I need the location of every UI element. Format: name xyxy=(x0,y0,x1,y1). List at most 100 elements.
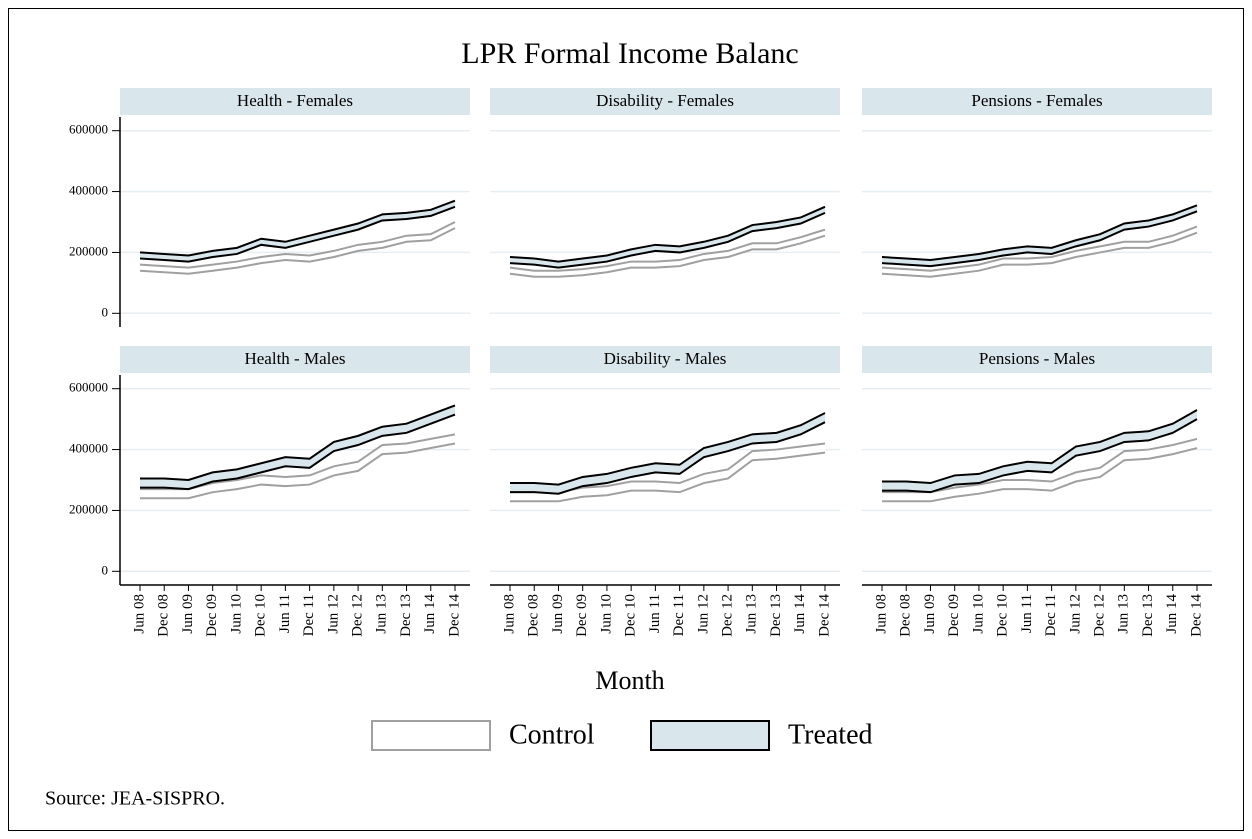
x-tick-label: Dec 08 xyxy=(526,594,542,637)
band-lower xyxy=(882,447,1198,503)
band-upper xyxy=(139,221,456,269)
y-tick-label: 0 xyxy=(102,562,109,577)
panel-title: Disability - Males xyxy=(604,349,727,368)
panel-header xyxy=(862,88,1212,115)
legend-swatch xyxy=(371,720,491,751)
panel-header xyxy=(120,88,470,115)
x-tick-label: Dec 14 xyxy=(816,594,832,637)
x-tick-label: Jun 14 xyxy=(422,594,438,634)
panel-title: Pensions - Females xyxy=(971,91,1102,110)
panel-title: Health - Males xyxy=(244,349,345,368)
x-tick-label: Dec 11 xyxy=(671,594,687,636)
panel-header xyxy=(490,346,840,373)
y-tick-label: 200000 xyxy=(69,243,108,258)
x-tick-label: Jun 10 xyxy=(228,594,244,634)
legend-swatch xyxy=(650,720,770,751)
x-tick-label: Jun 12 xyxy=(325,594,341,634)
x-tick-label: Jun 11 xyxy=(277,594,293,633)
x-tick-label: Dec 10 xyxy=(623,594,639,637)
x-tick-label: Dec 09 xyxy=(574,594,590,637)
band-area xyxy=(510,229,825,277)
x-tick-label: Jun 10 xyxy=(970,594,986,634)
band-area xyxy=(140,222,455,274)
band-lower xyxy=(140,442,456,500)
frame xyxy=(8,8,1244,831)
band-area xyxy=(882,205,1197,267)
x-tick-label: Jun 12 xyxy=(695,594,711,634)
y-tick-label: 600000 xyxy=(69,380,108,395)
band-upper xyxy=(510,412,826,486)
band-lower xyxy=(139,227,456,275)
y-tick-label: 400000 xyxy=(69,441,108,456)
source-note: Source: JEA-SISPRO. xyxy=(45,788,225,810)
band-area xyxy=(882,226,1197,277)
x-tick-label: Dec 09 xyxy=(204,594,220,637)
x-tick-label: Dec 13 xyxy=(1140,594,1156,637)
y-tick-label: 200000 xyxy=(69,501,108,516)
x-tick-label: Dec 12 xyxy=(350,594,366,637)
x-tick-label: Dec 12 xyxy=(720,594,736,637)
band-upper xyxy=(139,199,456,257)
x-tick-label: Jun 13 xyxy=(374,594,390,634)
x-tick-label: Jun 09 xyxy=(550,594,566,634)
panel-header xyxy=(490,88,840,115)
x-tick-label: Jun 11 xyxy=(1019,594,1035,633)
band-upper xyxy=(509,228,826,272)
band-area xyxy=(140,200,455,262)
x-tick-label: Dec 10 xyxy=(253,594,269,637)
legend-label: Treated xyxy=(788,719,873,750)
band-area xyxy=(510,443,825,502)
panel-header xyxy=(862,346,1212,373)
band-lower xyxy=(881,231,1198,278)
y-tick-label: 400000 xyxy=(69,183,108,198)
band-area xyxy=(882,410,1197,493)
x-tick-label: Jun 14 xyxy=(1164,594,1180,634)
x-tick-label: Dec 08 xyxy=(156,594,172,637)
band-lower xyxy=(881,210,1198,268)
band-upper xyxy=(882,409,1198,485)
y-tick-label: 600000 xyxy=(69,122,108,137)
band-upper xyxy=(881,204,1198,262)
band-upper xyxy=(509,205,826,263)
x-tick-label: Dec 11 xyxy=(1043,594,1059,636)
band-lower xyxy=(139,205,456,263)
band-upper xyxy=(140,404,456,482)
x-tick-label: Jun 11 xyxy=(647,594,663,633)
band-lower xyxy=(509,234,826,278)
chart-title: LPR Formal Income Balanc xyxy=(461,37,798,70)
panel-title: Health - Females xyxy=(237,91,353,110)
panel-title: Disability - Females xyxy=(596,91,734,110)
band-lower xyxy=(510,451,826,503)
x-tick-label: Jun 13 xyxy=(744,594,760,634)
legend-label: Control xyxy=(509,719,595,750)
x-tick-label: Dec 13 xyxy=(398,594,414,637)
band-upper xyxy=(881,225,1198,272)
band-lower xyxy=(509,211,826,269)
x-tick-label: Jun 13 xyxy=(1116,594,1132,634)
x-tick-label: Jun 08 xyxy=(131,594,147,634)
band-area xyxy=(510,206,825,268)
x-tick-label: Dec 12 xyxy=(1092,594,1108,637)
x-tick-label: Dec 14 xyxy=(1188,594,1204,637)
x-tick-label: Dec 08 xyxy=(898,594,914,637)
x-tick-label: Jun 09 xyxy=(922,594,938,634)
x-tick-label: Jun 14 xyxy=(792,594,808,634)
x-tick-label: Jun 10 xyxy=(598,594,614,634)
y-tick-label: 0 xyxy=(102,304,109,319)
x-axis-title: Month xyxy=(595,666,664,695)
panel-title: Pensions - Males xyxy=(979,349,1095,368)
x-tick-label: Dec 11 xyxy=(301,594,317,636)
band-area xyxy=(882,438,1197,502)
x-tick-label: Jun 09 xyxy=(180,594,196,634)
band-area xyxy=(140,405,455,490)
panel-header xyxy=(120,346,470,373)
band-lower xyxy=(510,421,826,495)
x-tick-label: Jun 08 xyxy=(501,594,517,634)
x-tick-label: Dec 10 xyxy=(995,594,1011,637)
x-tick-label: Jun 12 xyxy=(1067,594,1083,634)
band-area xyxy=(510,413,825,494)
x-tick-label: Dec 13 xyxy=(768,594,784,637)
x-tick-label: Dec 09 xyxy=(946,594,962,637)
